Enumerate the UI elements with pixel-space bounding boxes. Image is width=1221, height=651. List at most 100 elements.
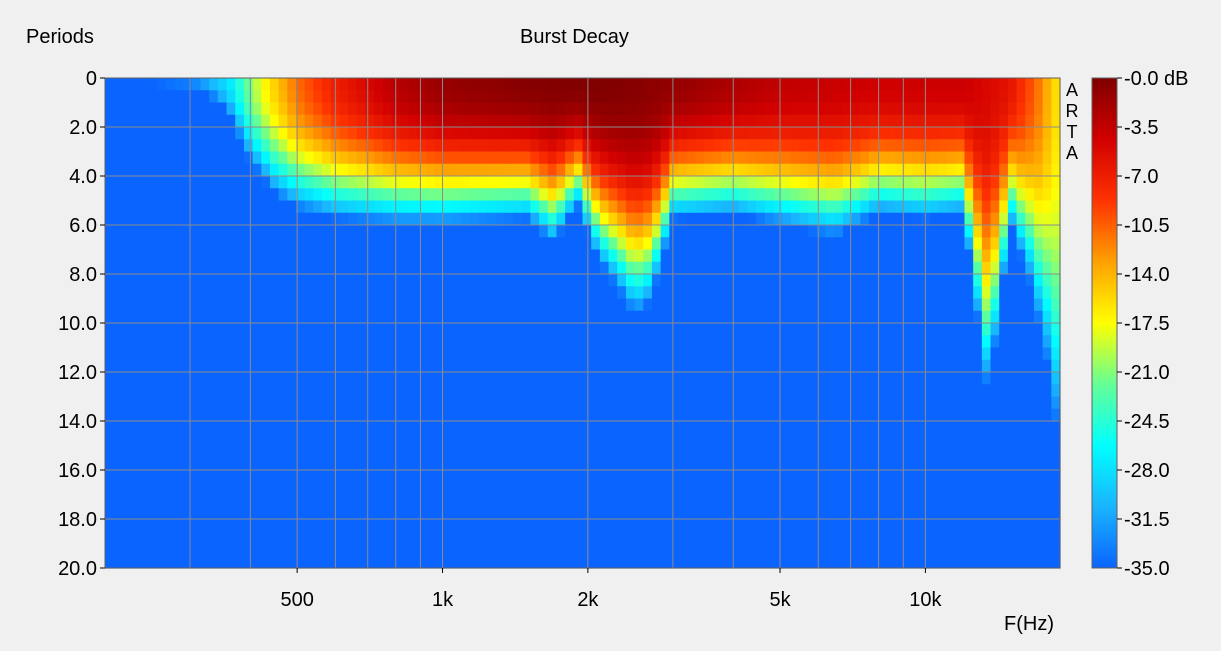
heatmap-cell (704, 90, 714, 104)
heatmap-cell (842, 261, 853, 275)
heatmap-cell (434, 114, 445, 128)
heatmap-cell (582, 433, 592, 447)
heatmap-cell (226, 519, 236, 532)
heatmap-cell (269, 531, 280, 545)
heatmap-cell (825, 519, 835, 532)
heatmap-cell (669, 139, 679, 153)
heatmap-cell (148, 384, 158, 398)
heatmap-cell (157, 176, 167, 189)
heatmap-cell (217, 261, 228, 275)
heatmap-cell (243, 114, 254, 128)
heatmap-cell (808, 249, 818, 263)
heatmap-cell (209, 347, 219, 361)
heatmap-cell (382, 494, 393, 508)
heatmap-cell (1051, 90, 1061, 104)
heatmap-cell (1016, 543, 1026, 557)
heatmap-cell (582, 102, 592, 116)
heatmap-cell (374, 310, 384, 324)
heatmap-cell (113, 506, 123, 520)
heatmap-cell (374, 384, 384, 398)
heatmap-cell (617, 347, 627, 361)
heatmap-cell (573, 200, 584, 214)
heatmap-cell (834, 359, 844, 373)
heatmap-cell (651, 286, 662, 300)
heatmap-cell (1042, 359, 1052, 373)
heatmap-cell (304, 127, 314, 140)
heatmap-cell (539, 310, 549, 324)
heatmap-cell (539, 90, 549, 104)
heatmap-cell (886, 90, 896, 104)
y-tick-label: 6.0 (69, 215, 97, 237)
heatmap-cell (695, 200, 705, 214)
heatmap-cell (651, 347, 662, 361)
heatmap-cell (165, 482, 176, 496)
heatmap-cell (973, 78, 983, 91)
heatmap-cell (408, 188, 419, 202)
heatmap-cell (235, 298, 245, 312)
colorbar-label: -10.5 (1124, 215, 1170, 237)
heatmap-cell (452, 212, 462, 226)
heatmap-cell (105, 506, 115, 520)
heatmap-cell (113, 445, 123, 459)
heatmap-cell (990, 151, 1000, 165)
heatmap-cell (973, 298, 983, 312)
heatmap-cell (174, 457, 184, 471)
heatmap-cell (400, 396, 410, 410)
heatmap-cell (322, 335, 332, 349)
heatmap-cell (278, 151, 288, 165)
heatmap-cell (278, 78, 288, 91)
heatmap-cell (339, 396, 349, 410)
heatmap-cell (999, 470, 1009, 483)
heatmap-cell (895, 445, 905, 459)
heatmap-cell (1042, 261, 1052, 275)
heatmap-cell (608, 298, 618, 312)
heatmap-cell (860, 519, 870, 532)
heatmap-cell (895, 237, 905, 251)
heatmap-cell (131, 323, 141, 336)
heatmap-cell (599, 163, 610, 177)
heatmap-cell (678, 78, 688, 91)
heatmap-cell (382, 347, 393, 361)
heatmap-cell (322, 482, 332, 496)
heatmap-cell (209, 127, 219, 140)
watermark-letter: T (1066, 122, 1078, 142)
heatmap-cell (1007, 433, 1018, 447)
heatmap-cell (912, 335, 922, 349)
heatmap-cell (912, 286, 922, 300)
heatmap-cell (955, 445, 966, 459)
heatmap-cell (730, 384, 740, 398)
heatmap-cell (487, 261, 497, 275)
heatmap-cell (426, 310, 436, 324)
heatmap-cell (226, 531, 236, 545)
heatmap-cell (799, 310, 809, 324)
heatmap-cell (183, 261, 193, 275)
heatmap-cell (964, 323, 974, 336)
heatmap-cell (434, 506, 445, 520)
heatmap-cell (747, 531, 757, 545)
heatmap-cell (105, 482, 115, 496)
heatmap-cell (929, 494, 940, 508)
heatmap-cell (504, 163, 514, 177)
heatmap-cell (530, 359, 540, 373)
heatmap-cell (287, 127, 297, 140)
heatmap-cell (773, 151, 783, 165)
heatmap-cell (183, 176, 193, 189)
heatmap-cell (764, 102, 775, 116)
heatmap-cell (478, 188, 488, 202)
heatmap-cell (591, 188, 601, 202)
heatmap-cell (565, 163, 575, 177)
heatmap-cell (834, 188, 844, 202)
heatmap-cell (348, 286, 358, 300)
heatmap-cell (886, 384, 896, 398)
heatmap-cell (191, 372, 202, 385)
heatmap-cell (400, 445, 410, 459)
heatmap-cell (999, 372, 1009, 385)
heatmap-cell (625, 176, 636, 189)
heatmap-cell (217, 127, 228, 140)
heatmap-cell (513, 127, 523, 140)
heatmap-cell (209, 531, 219, 545)
heatmap-cell (860, 555, 870, 569)
heatmap-cell (860, 506, 870, 520)
heatmap-cell (400, 421, 410, 434)
heatmap-cell (226, 163, 236, 177)
